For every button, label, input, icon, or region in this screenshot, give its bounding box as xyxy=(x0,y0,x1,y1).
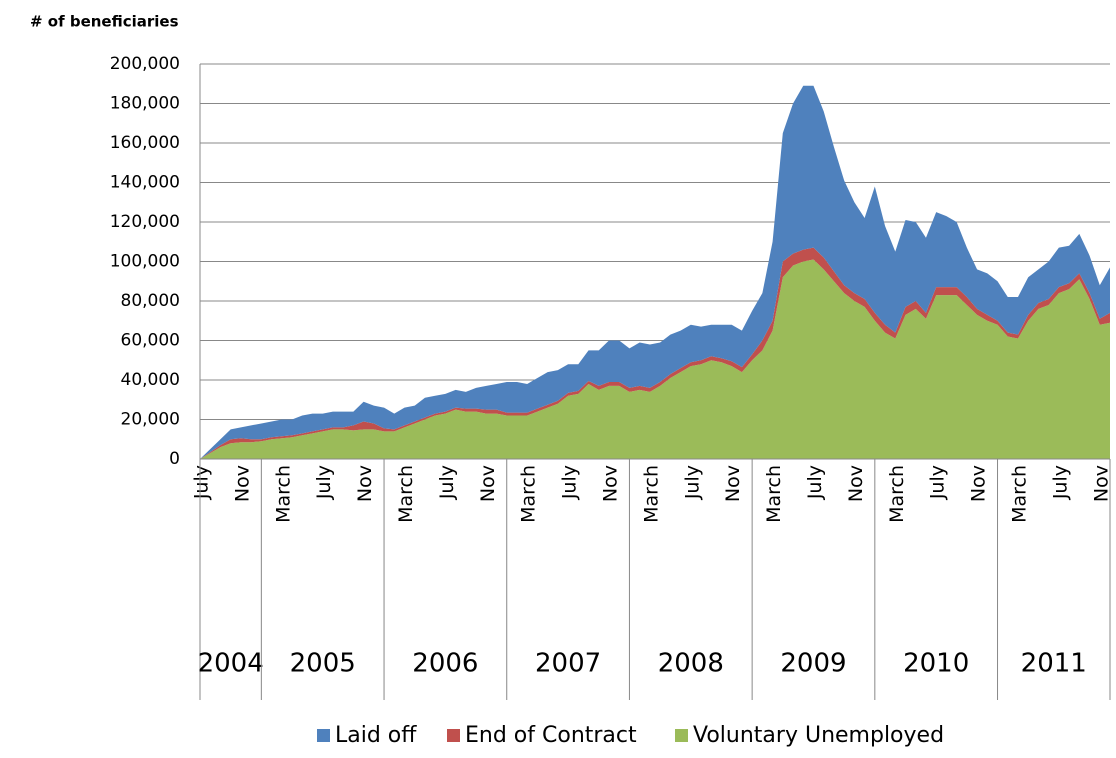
legend-swatch xyxy=(447,729,460,742)
x-tick-label: Nov xyxy=(845,465,867,502)
group-label: 2008 xyxy=(658,649,724,679)
group-label: 2005 xyxy=(290,649,356,679)
x-tick-label: Nov xyxy=(477,465,499,502)
y-tick-label: 120,000 xyxy=(110,212,180,232)
x-tick-label: July xyxy=(1049,465,1071,500)
x-tick-label: July xyxy=(436,465,458,500)
x-tick-label: March xyxy=(763,465,785,523)
area xyxy=(200,85,1110,459)
y-tick-label: 20,000 xyxy=(121,410,180,430)
group-label: 2006 xyxy=(412,649,478,679)
x-tick-label: Nov xyxy=(231,465,253,502)
legend-label: Voluntary Unemployed xyxy=(693,723,944,748)
y-tick-label: 140,000 xyxy=(110,173,180,193)
legend-label: End of Contract xyxy=(465,723,637,748)
legend-swatch xyxy=(317,729,330,742)
x-tick-label: March xyxy=(640,465,662,523)
x-tick-label: March xyxy=(1008,465,1030,523)
legend-swatch xyxy=(675,729,688,742)
area xyxy=(200,259,1110,459)
x-tick-label: July xyxy=(804,465,826,500)
x-tick-label: March xyxy=(518,465,540,523)
y-tick-label: 160,000 xyxy=(110,133,180,153)
group-label: 2004 xyxy=(198,649,264,679)
x-tick-label: March xyxy=(886,465,908,523)
x-tick-label: July xyxy=(191,465,213,500)
x-tick-label: July xyxy=(313,465,335,500)
x-tick-label: Nov xyxy=(722,465,744,502)
y-tick-label: 40,000 xyxy=(121,370,180,390)
x-tick-label: Nov xyxy=(1090,465,1112,502)
group-label: 2011 xyxy=(1021,649,1087,679)
group-label: 2007 xyxy=(535,649,601,679)
x-tick-label: March xyxy=(272,465,294,523)
group-label: 2010 xyxy=(903,649,969,679)
y-axis-title: # of beneficiaries xyxy=(30,13,179,31)
y-tick-label: 0 xyxy=(169,449,180,469)
x-tick-label: Nov xyxy=(599,465,621,502)
x-tick-label: July xyxy=(559,465,581,500)
y-tick-label: 200,000 xyxy=(110,54,180,74)
y-tick-label: 100,000 xyxy=(110,252,180,272)
y-tick-label: 180,000 xyxy=(110,94,180,114)
x-tick-label: Nov xyxy=(968,465,990,502)
x-tick-label: March xyxy=(395,465,417,523)
y-tick-label: 80,000 xyxy=(121,291,180,311)
x-tick-label: July xyxy=(927,465,949,500)
y-tick-label: 60,000 xyxy=(121,331,180,351)
x-tick-label: July xyxy=(681,465,703,500)
legend-label: Laid off xyxy=(335,723,417,748)
x-tick-label: Nov xyxy=(354,465,376,502)
group-label: 2009 xyxy=(780,649,846,679)
